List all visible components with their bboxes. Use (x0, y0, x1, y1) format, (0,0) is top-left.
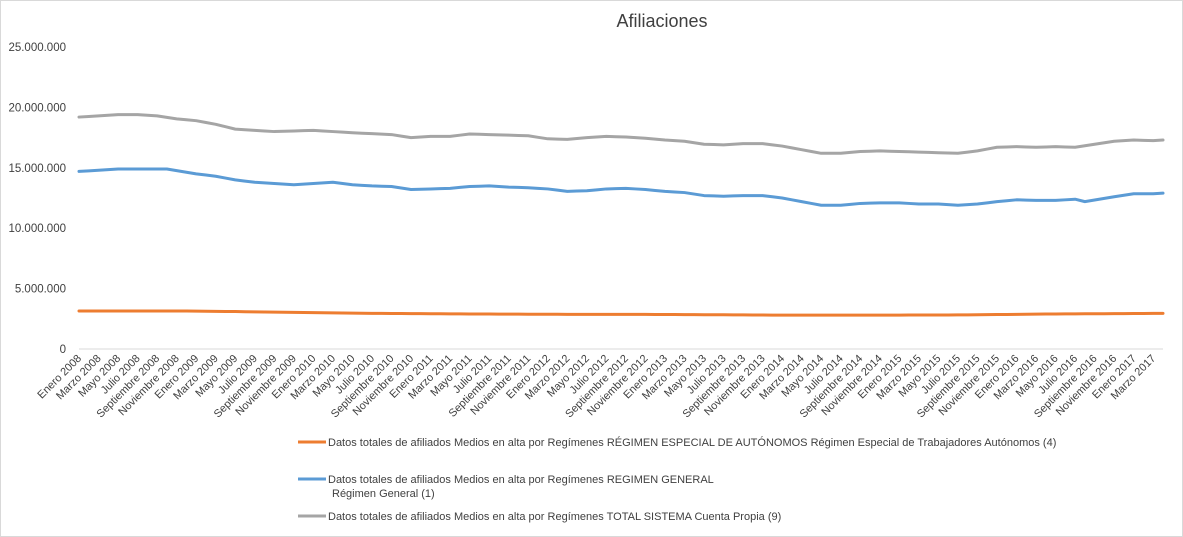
legend-label-general: Régimen General (1) (332, 488, 435, 500)
y-axis: 0 5.000.000 10.000.000 15.000.000 20.000.000… (8, 42, 66, 356)
series-layer (77, 113, 1165, 317)
y-tick-label: 25.000.000 (8, 42, 66, 54)
y-tick-label: 15.000.000 (8, 163, 66, 175)
legend: Datos totales de afiliados Medios en alt… (298, 436, 1056, 523)
legend-label-autonomos: Datos totales de afiliados Medios en alt… (328, 436, 1056, 449)
y-tick-label: 5.000.000 (15, 284, 66, 296)
y-tick-label: 0 (60, 344, 66, 356)
chart-title: Afiliaciones (616, 11, 707, 31)
series-line-total (77, 113, 1165, 155)
legend-label-total: Datos totales de afiliados Medios en alt… (328, 511, 781, 523)
legend-label-general: Datos totales de afiliados Medios en alt… (328, 474, 714, 486)
y-tick-label: 20.000.000 (8, 102, 66, 114)
y-tick-label: 10.000.000 (8, 223, 66, 235)
series-line-general (77, 167, 1165, 207)
series-line-autonomos (77, 309, 1165, 317)
